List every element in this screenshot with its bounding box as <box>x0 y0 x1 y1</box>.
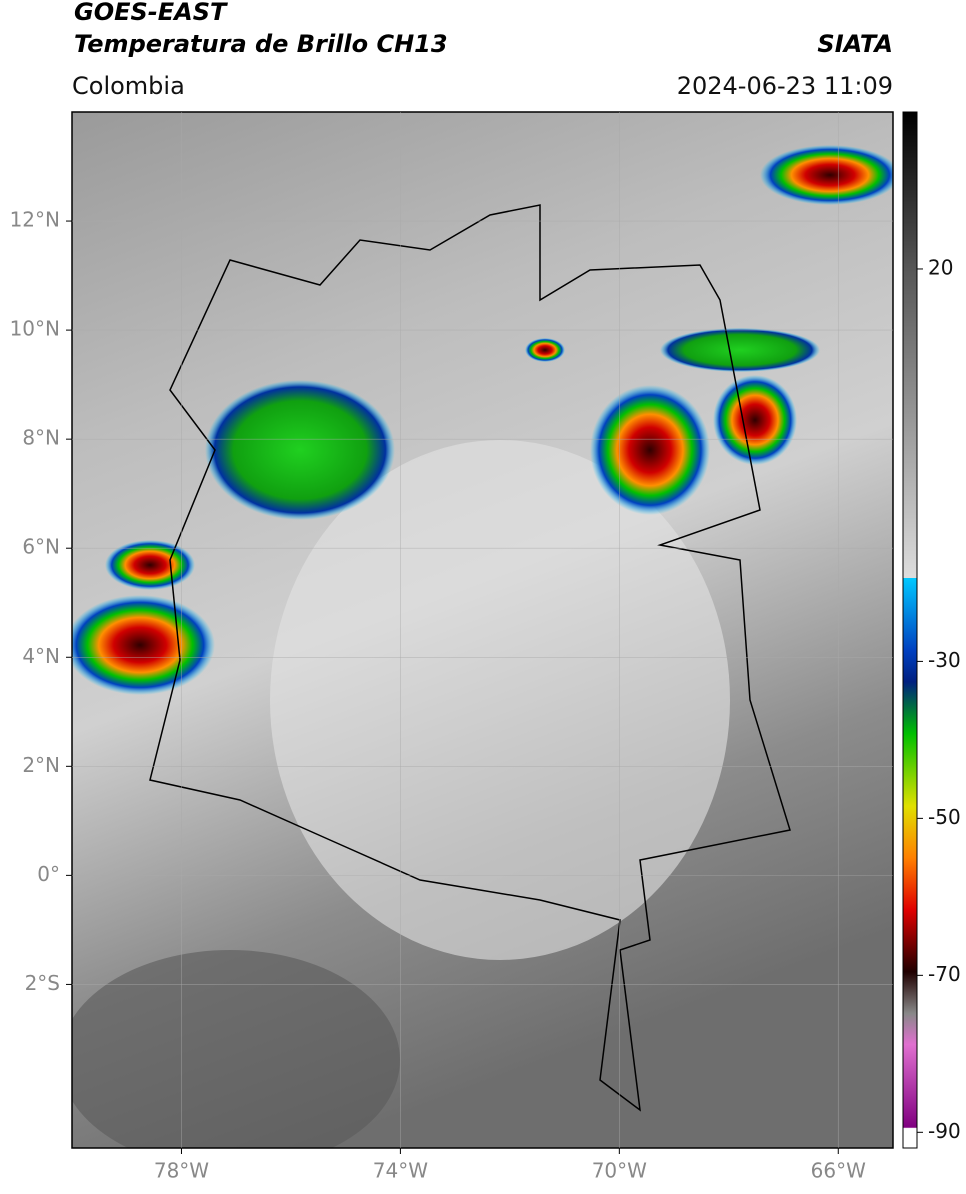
map-frame <box>71 111 894 1149</box>
satellite-image <box>72 112 893 1148</box>
x-tick-label: 70°W <box>592 1159 647 1183</box>
x-tick-label: 74°W <box>373 1159 428 1183</box>
y-tick-label: 2°S <box>25 971 60 995</box>
colorbar-label: -30 <box>928 648 961 672</box>
y-tick-label: 4°N <box>22 644 60 668</box>
y-tick-label: 2°N <box>22 753 60 777</box>
subtitle: Temperatura de Brillo CH13 <box>74 30 448 58</box>
colorbar-label: -70 <box>928 962 961 986</box>
datetime: 2024-06-23 11:09 <box>677 72 893 100</box>
x-tick-label: 78°W <box>154 1159 209 1183</box>
y-tick-label: 10°N <box>10 317 60 341</box>
y-tick-label: 0° <box>37 862 60 886</box>
region: Colombia <box>72 72 185 100</box>
x-tick-label: 66°W <box>811 1159 866 1183</box>
y-tick-label: 8°N <box>22 426 60 450</box>
colorbar-label: -50 <box>928 805 961 829</box>
y-tick-label: 12°N <box>10 208 60 232</box>
colorbar-label: -90 <box>928 1119 961 1143</box>
source: SIATA <box>817 30 893 58</box>
colorbar-label: 20 <box>928 255 953 279</box>
y-tick-label: 6°N <box>22 535 60 559</box>
colorbar <box>902 111 918 1149</box>
title: GOES-EAST <box>74 0 228 26</box>
